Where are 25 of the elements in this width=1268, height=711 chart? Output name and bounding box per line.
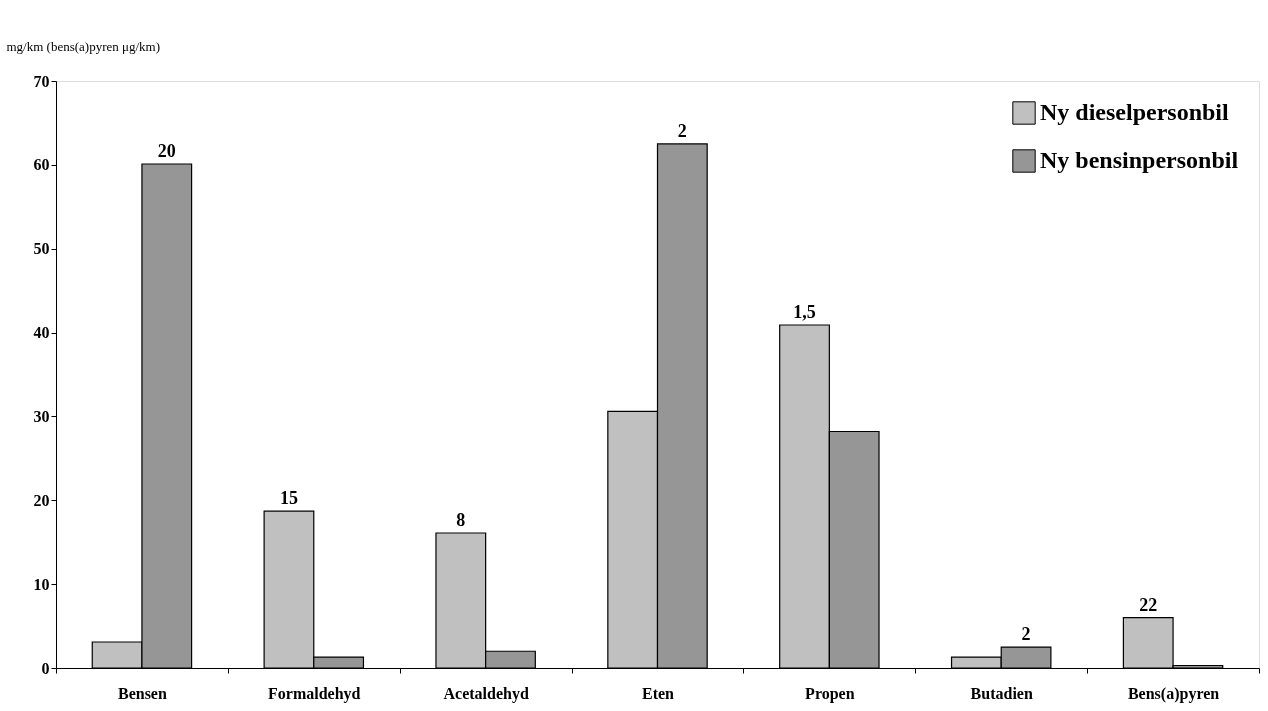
legend-label: Ny dieselpersonbil (1040, 99, 1230, 125)
x-tick-label: Eten (642, 684, 675, 702)
y-tick-label: 30 (33, 407, 50, 425)
annotation: 1,5 (793, 302, 816, 323)
annotation: 2 (1021, 624, 1031, 645)
y-axis-title: mg/km (bens(a)pyren μg/km) (6, 38, 161, 54)
x-tick-label: Formaldehyd (268, 684, 361, 703)
x-tick-label: Butadien (970, 684, 1033, 702)
y-tick-label: 50 (33, 240, 50, 258)
annotation: 22 (1139, 594, 1158, 615)
x-tick-label: Propen (805, 684, 855, 703)
y-tick-label: 20 (33, 491, 50, 509)
x-tick-label: Acetaldehyd (443, 684, 529, 703)
y-tick-label: 10 (33, 575, 50, 593)
x-tick-label: Bens(a)pyren (1127, 684, 1220, 703)
annotation: 15 (279, 488, 298, 509)
y-tick-label: 0 (41, 659, 50, 677)
y-tick-label: 70 (33, 72, 50, 90)
x-tick-label: Bensen (117, 684, 167, 702)
annotation: 8 (456, 509, 466, 530)
legend-label: Ny bensinpersonbil (1040, 147, 1239, 173)
annotation: 2 (677, 120, 687, 141)
y-tick-label: 60 (33, 156, 50, 174)
y-tick-label: 40 (33, 324, 50, 342)
annotation: 20 (157, 141, 176, 162)
